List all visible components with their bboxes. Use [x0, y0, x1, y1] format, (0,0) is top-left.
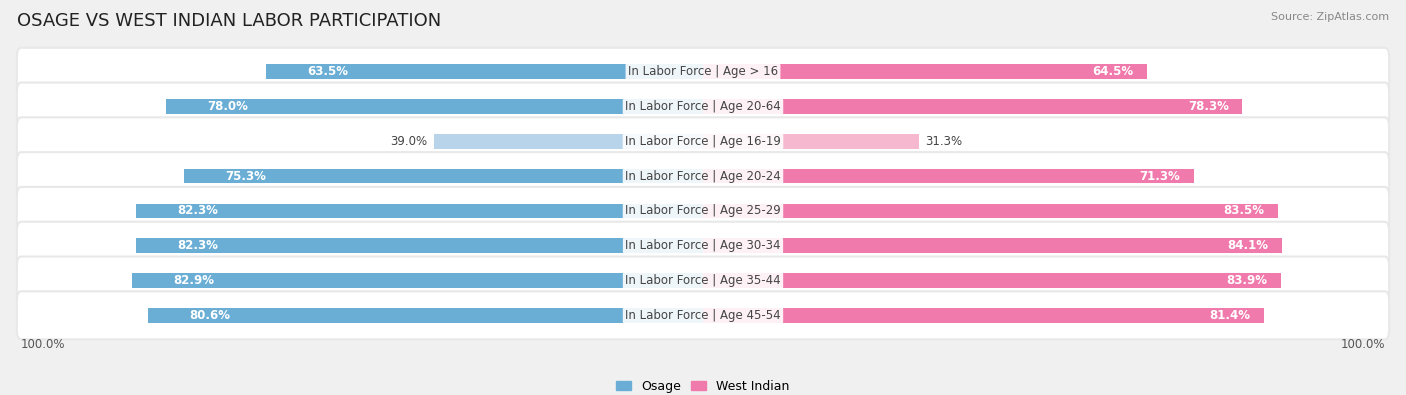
- Text: In Labor Force | Age 30-34: In Labor Force | Age 30-34: [626, 239, 780, 252]
- FancyBboxPatch shape: [17, 83, 1389, 131]
- Text: 83.5%: 83.5%: [1223, 205, 1264, 218]
- Text: 63.5%: 63.5%: [307, 65, 347, 78]
- Text: 78.0%: 78.0%: [207, 100, 247, 113]
- Bar: [703, 169, 1194, 183]
- FancyBboxPatch shape: [17, 187, 1389, 235]
- Text: 100.0%: 100.0%: [1340, 338, 1385, 351]
- Text: 83.9%: 83.9%: [1226, 274, 1267, 287]
- Bar: [266, 64, 703, 79]
- Bar: [703, 64, 1147, 79]
- Text: 82.3%: 82.3%: [177, 205, 218, 218]
- Bar: [132, 273, 703, 288]
- Text: In Labor Force | Age 45-54: In Labor Force | Age 45-54: [626, 309, 780, 322]
- Bar: [703, 273, 1281, 288]
- Bar: [703, 204, 1278, 218]
- Text: 75.3%: 75.3%: [225, 169, 267, 182]
- Bar: [184, 169, 703, 183]
- Text: 80.6%: 80.6%: [188, 309, 231, 322]
- Text: 82.3%: 82.3%: [177, 239, 218, 252]
- FancyBboxPatch shape: [17, 222, 1389, 270]
- Text: 64.5%: 64.5%: [1092, 65, 1133, 78]
- FancyBboxPatch shape: [17, 256, 1389, 305]
- Bar: [136, 204, 703, 218]
- FancyBboxPatch shape: [17, 48, 1389, 96]
- FancyBboxPatch shape: [17, 292, 1389, 339]
- Text: 78.3%: 78.3%: [1188, 100, 1229, 113]
- Text: OSAGE VS WEST INDIAN LABOR PARTICIPATION: OSAGE VS WEST INDIAN LABOR PARTICIPATION: [17, 12, 441, 30]
- Text: 39.0%: 39.0%: [391, 135, 427, 148]
- Text: 82.9%: 82.9%: [173, 274, 214, 287]
- Text: In Labor Force | Age 20-64: In Labor Force | Age 20-64: [626, 100, 780, 113]
- Text: In Labor Force | Age > 16: In Labor Force | Age > 16: [628, 65, 778, 78]
- Text: In Labor Force | Age 16-19: In Labor Force | Age 16-19: [626, 135, 780, 148]
- Legend: Osage, West Indian: Osage, West Indian: [612, 375, 794, 395]
- Bar: [434, 134, 703, 149]
- Text: 71.3%: 71.3%: [1140, 169, 1181, 182]
- Text: In Labor Force | Age 35-44: In Labor Force | Age 35-44: [626, 274, 780, 287]
- Bar: [166, 99, 703, 114]
- Bar: [703, 99, 1243, 114]
- Bar: [703, 134, 918, 149]
- Text: 31.3%: 31.3%: [925, 135, 963, 148]
- Text: In Labor Force | Age 20-24: In Labor Force | Age 20-24: [626, 169, 780, 182]
- Text: Source: ZipAtlas.com: Source: ZipAtlas.com: [1271, 12, 1389, 22]
- Bar: [703, 239, 1282, 253]
- Bar: [703, 308, 1264, 323]
- Bar: [136, 239, 703, 253]
- Text: 100.0%: 100.0%: [21, 338, 66, 351]
- Bar: [148, 308, 703, 323]
- Text: In Labor Force | Age 25-29: In Labor Force | Age 25-29: [626, 205, 780, 218]
- FancyBboxPatch shape: [17, 117, 1389, 166]
- FancyBboxPatch shape: [17, 152, 1389, 200]
- Text: 84.1%: 84.1%: [1227, 239, 1268, 252]
- Text: 81.4%: 81.4%: [1209, 309, 1250, 322]
